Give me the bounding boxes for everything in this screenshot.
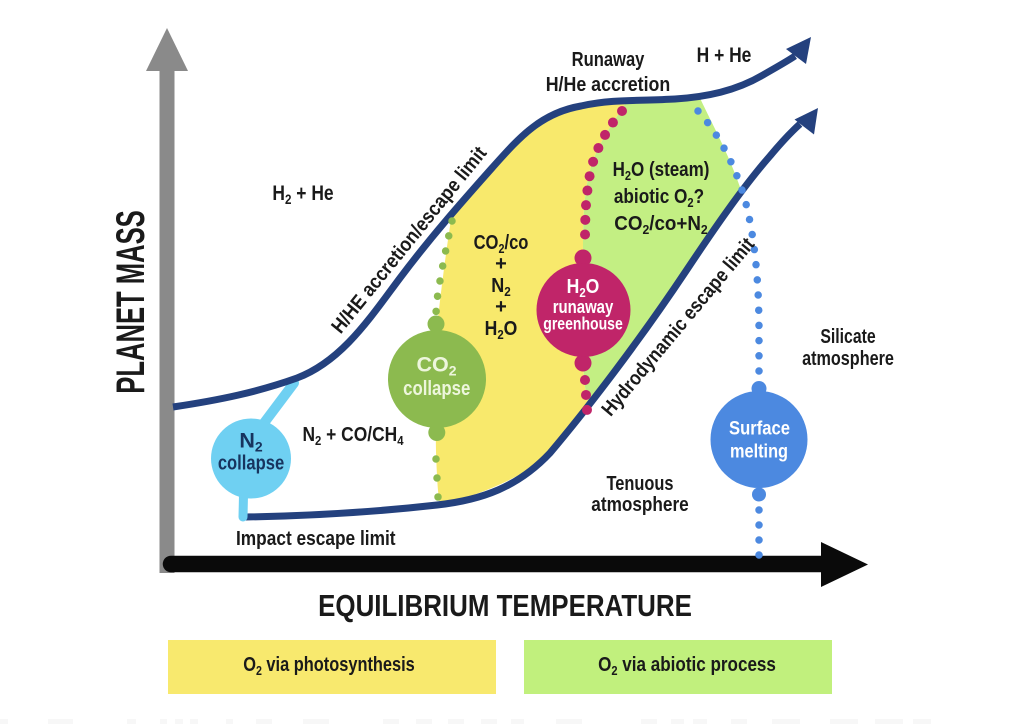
svg-text:+: + xyxy=(495,296,507,318)
svg-text:EQUILIBRIUM TEMPERATURE: EQUILIBRIUM TEMPERATURE xyxy=(318,589,692,624)
svg-text:Tenuous: Tenuous xyxy=(606,471,673,494)
svg-text:melting: melting xyxy=(730,440,788,461)
svg-text:collapse: collapse xyxy=(218,451,284,474)
svg-text:Impact escape limit: Impact escape limit xyxy=(236,527,396,549)
svg-text:PLANET MASS: PLANET MASS xyxy=(109,210,153,393)
svg-text:H2 + He: H2 + He xyxy=(272,183,333,208)
svg-text:Runaway: Runaway xyxy=(572,48,646,71)
svg-text:runaway: runaway xyxy=(553,297,614,318)
svg-text:Silicate: Silicate xyxy=(820,325,875,347)
svg-text:Surface: Surface xyxy=(729,417,790,438)
svg-text:+: + xyxy=(495,253,507,275)
svg-text:O2 via photosynthesis: O2 via photosynthesis xyxy=(243,652,415,678)
svg-text:greenhouse: greenhouse xyxy=(543,314,623,334)
svg-text:atmosphere: atmosphere xyxy=(591,493,688,516)
svg-text:H2O (steam): H2O (steam) xyxy=(613,158,710,184)
svg-text:CO2/co+N2: CO2/co+N2 xyxy=(614,212,707,237)
svg-text:atmosphere: atmosphere xyxy=(802,347,894,369)
svg-text:H/He accretion: H/He accretion xyxy=(546,74,671,96)
svg-text:O2 via abiotic process: O2 via abiotic process xyxy=(598,653,776,679)
svg-text:H + He: H + He xyxy=(697,45,752,68)
svg-text:collapse: collapse xyxy=(403,377,470,400)
